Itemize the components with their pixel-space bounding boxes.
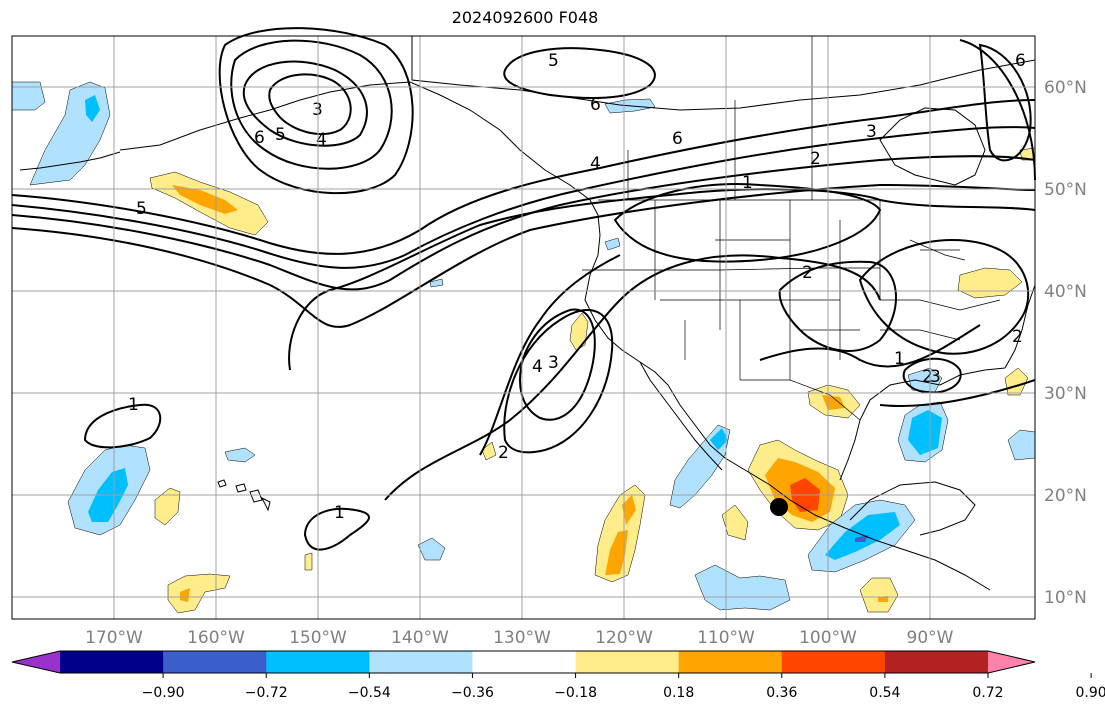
lon-label: 140°W	[391, 628, 449, 648]
map-title: 2024092600 F048	[451, 8, 599, 27]
lon-label: 130°W	[493, 628, 551, 648]
colorbar-segment	[266, 651, 370, 673]
contour-label: 3	[312, 100, 323, 120]
lat-label: 20°N	[1044, 486, 1087, 506]
colorbar-tick-label: 0.72	[972, 685, 1003, 701]
lon-label: 110°W	[697, 628, 755, 648]
contour-label: 3	[930, 367, 941, 387]
contour-label: 3	[866, 122, 877, 142]
storm-center-marker	[770, 498, 788, 516]
lat-label: 60°N	[1044, 78, 1087, 98]
contour-label: 6	[1015, 51, 1026, 71]
contour-label: 2	[810, 149, 821, 169]
colorbar-tick-label: 0.54	[869, 685, 900, 701]
contour-label-group: 5 6 3 4 5 6 5 6 6 4 3 2 1 2 1 2 2 3 4 3 …	[128, 51, 1026, 523]
contour-label: 1	[128, 395, 139, 415]
lon-label: 100°W	[799, 628, 857, 648]
contour-label: 1	[742, 173, 753, 193]
contour-label: 5	[136, 199, 147, 219]
graticule	[12, 36, 1035, 619]
colorbar-segment	[678, 651, 783, 673]
contour-lines	[11, 27, 1036, 551]
colorbar-tick-label: 0.90	[1076, 685, 1105, 701]
colorbar-segment	[781, 651, 886, 673]
colorbar-tick-label: 0.36	[766, 685, 797, 701]
lon-label: 150°W	[289, 628, 347, 648]
lon-label: 170°W	[85, 628, 143, 648]
colorbar-tick-label: −0.90	[142, 685, 185, 701]
colorbar-tick-label: −0.18	[554, 685, 597, 701]
colorbar-segment	[472, 651, 577, 673]
contour-label: 5	[275, 125, 286, 145]
contour-label: 2	[498, 443, 509, 463]
lat-label: 30°N	[1044, 384, 1087, 404]
contour-label: 6	[672, 129, 683, 149]
map-frame	[11, 35, 1036, 620]
latitude-labels: 60°N 50°N 40°N 30°N 20°N 10°N	[1044, 78, 1087, 608]
lat-label: 40°N	[1044, 282, 1087, 302]
colorbar	[11, 650, 1036, 674]
contour-label: 4	[532, 357, 543, 377]
contour-label: 5	[548, 51, 559, 71]
longitude-labels: 170°W 160°W 150°W 140°W 130°W 120°W 110°…	[85, 628, 954, 648]
contour-label: 2	[922, 367, 933, 387]
contour-label: 4	[316, 130, 327, 150]
lon-label: 120°W	[595, 628, 653, 648]
colorbar-segment	[163, 651, 267, 673]
colorbar-segment	[884, 651, 989, 673]
contour-label: 3	[548, 353, 559, 373]
contour-label: 4	[590, 154, 601, 174]
contour-label: 6	[590, 95, 601, 115]
colorbar-outline	[11, 650, 1036, 674]
lon-label: 160°W	[187, 628, 245, 648]
colorbar-labels: −0.90 −0.72 −0.54 −0.36 −0.18 0.18 0.36 0.54 0.7…	[142, 673, 1105, 701]
colorbar-tick-label: −0.36	[451, 685, 494, 701]
colorbar-segment	[575, 651, 680, 673]
colorbar-tick-label: −0.72	[245, 685, 288, 701]
colorbar-tick-label: 0.18	[663, 685, 694, 701]
contour-label: 2	[1012, 327, 1023, 347]
lat-label: 10°N	[1044, 588, 1087, 608]
colorbar-extend-max	[988, 651, 1035, 673]
colorbar-extend-min	[12, 651, 60, 673]
colorbar-segment	[369, 651, 473, 673]
colorbar-segment	[60, 651, 164, 673]
contour-label: 1	[334, 503, 345, 523]
contour-label: 6	[254, 128, 265, 148]
contour-label: 1	[894, 349, 905, 369]
colorbar-tick-label: −0.54	[348, 685, 391, 701]
lat-label: 50°N	[1044, 180, 1087, 200]
coastlines	[19, 36, 1036, 591]
lon-label: 90°W	[907, 628, 954, 648]
anomaly-shading	[11, 81, 1036, 614]
contour-label: 2	[802, 263, 813, 283]
